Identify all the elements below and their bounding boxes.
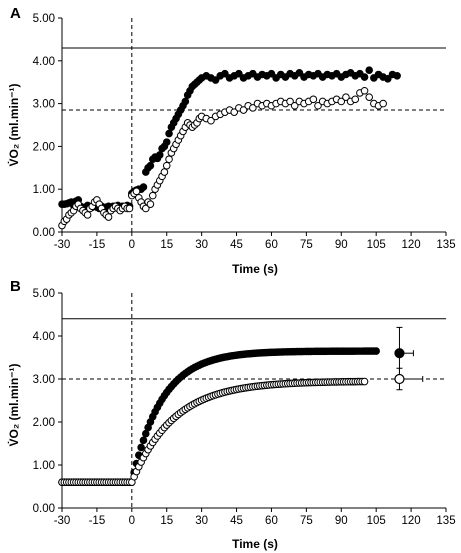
panel-b-series-filled-point <box>141 429 150 438</box>
panel-a-label: A <box>10 5 21 22</box>
panel-a-series-open-point <box>351 95 360 104</box>
panel-b-x-tick-label: 135 <box>436 515 455 527</box>
panel-a-series-open-point <box>165 155 173 164</box>
panel-b-label: B <box>10 278 21 295</box>
panel-a-x-tick-label: -30 <box>54 239 71 251</box>
panel-a-series-filled-point <box>211 76 220 84</box>
panel-b-x-tick-label: 30 <box>195 515 208 527</box>
panel-a-x-tick-label: 120 <box>401 239 420 251</box>
panel-b-y-axis-label: V̇O₂ (ml.min⁻¹) <box>6 363 21 446</box>
panel-a-series-open-point <box>125 204 134 213</box>
panel-b-y-tick-label: 4.00 <box>33 331 55 343</box>
panel-b-x-tick-label: 75 <box>300 515 313 527</box>
panel-a-series-open-point <box>239 106 248 114</box>
panel-a-series-open-point <box>148 191 157 200</box>
panel-a-series-filled-point <box>295 68 304 77</box>
panel-a-series-open-point <box>290 101 299 110</box>
panel-b-x-tick-label: 0 <box>129 515 135 527</box>
panel-a-series-open-point <box>286 97 294 106</box>
panel-a-x-tick-label: 105 <box>367 239 386 251</box>
panel-a-series-filled-point <box>162 138 171 146</box>
panel-a-series-open-point <box>230 108 239 116</box>
panel-a-x-tick-label: -15 <box>89 239 106 251</box>
panel-b-x-tick-label: 15 <box>160 515 173 527</box>
panel-a-y-axis-label: V̇O₂ (ml.min⁻¹) <box>6 83 21 166</box>
panel-b-x-tick-label: 105 <box>367 515 386 527</box>
panel-b-x-axis-label: Time (s) <box>232 537 278 551</box>
panel-a-series-open-point <box>314 101 322 110</box>
panel-a-series-open-point <box>365 93 374 101</box>
panel-a-series-filled-point <box>181 97 190 106</box>
panel-a-y-tick-label: 1.00 <box>33 184 55 196</box>
panel-a-y-tick-label: 2.00 <box>33 141 55 153</box>
panel-a-x-tick-label: 45 <box>230 239 243 251</box>
panel-a-y-tick-label: 0.00 <box>33 227 55 239</box>
panel-a-x-axis-label: Time (s) <box>232 262 278 276</box>
panel-a-series-filled-point <box>235 69 243 78</box>
panel-b-x-tick-label: -15 <box>89 515 106 527</box>
panel-b-summary-filled-point <box>394 348 405 359</box>
panel-a-series-filled-point <box>384 74 392 83</box>
panel-a-series-open-point <box>360 86 369 95</box>
panel-a-y-tick-label: 4.00 <box>33 56 55 68</box>
panel-b-summary-open-point <box>394 373 405 385</box>
panel-b-series-filled-point <box>372 347 380 355</box>
panel-a-x-tick-label: 30 <box>195 239 208 251</box>
panel-a-series-filled-point <box>360 73 369 81</box>
panel-a-x-tick-label: 0 <box>129 239 135 251</box>
panel-a-series-open-point <box>146 200 155 208</box>
panel-b-y-tick-label: 1.00 <box>33 460 55 472</box>
panel-b-x-tick-label: 60 <box>265 515 278 527</box>
panel-a-series-open-point <box>207 116 215 125</box>
panel-b: B Time (s) V̇O₂ (ml.min⁻¹) 0.00 1.00 2.00 3… <box>6 278 455 551</box>
panel-a-series-open-point <box>249 104 257 112</box>
panel-a-series-filled-point <box>146 161 155 170</box>
panel-b-x-tick-label: 120 <box>401 515 420 527</box>
panel-b-y-tick-label: 0.00 <box>33 503 55 515</box>
panel-a-x-tick-label: 15 <box>160 239 173 251</box>
panel-a-series-open-point <box>379 99 387 108</box>
panel-a-series-open-point <box>83 211 92 219</box>
panel-a: A Time (s) V̇O₂ (ml.min⁻¹) 0.00 1.00 2.00 3… <box>6 5 455 276</box>
panel-a-series-open-point <box>160 168 169 176</box>
panel-a-series-filled-point <box>139 183 148 191</box>
panel-a-y-tick-label: 5.00 <box>33 13 55 25</box>
panel-a-series-open-point <box>162 161 171 170</box>
panel-b-series-open-point <box>360 377 369 386</box>
panel-a-series-filled-point <box>155 151 164 159</box>
panel-a-y-tick-label: 3.00 <box>33 99 55 111</box>
panel-a-series-open-point <box>342 93 350 101</box>
panel-a-series-open-point <box>309 95 318 104</box>
panel-a-series-open-point <box>141 204 150 213</box>
panel-b-x-tick-label: 90 <box>335 515 348 527</box>
panel-b-y-tick-label: 3.00 <box>33 374 55 386</box>
panel-a-series-open-point <box>104 213 113 221</box>
panel-a-x-tick-label: 75 <box>300 239 313 251</box>
panel-a-series-filled-point <box>393 71 401 80</box>
panel-a-series-filled-point <box>165 129 173 138</box>
panel-a-series-filled-point <box>221 69 229 78</box>
panel-a-x-tick-label: 60 <box>265 239 278 251</box>
panel-b-series-filled-point <box>139 436 148 445</box>
panel-b-series-filled-point <box>137 443 145 452</box>
panel-a-series-filled-point <box>365 66 374 75</box>
panel-a-x-tick-label: 90 <box>335 239 348 251</box>
panel-b-y-tick-label: 2.00 <box>33 417 55 429</box>
panel-a-x-tick-label: 135 <box>436 239 455 251</box>
panel-a-series-open-point <box>337 97 346 106</box>
panel-b-x-tick-label: -30 <box>54 515 71 527</box>
panel-b-x-tick-label: 45 <box>230 515 243 527</box>
panel-a-series-open-point <box>132 187 141 196</box>
panel-b-y-tick-label: 5.00 <box>33 288 55 300</box>
panel-a-series-filled-point <box>267 69 276 78</box>
